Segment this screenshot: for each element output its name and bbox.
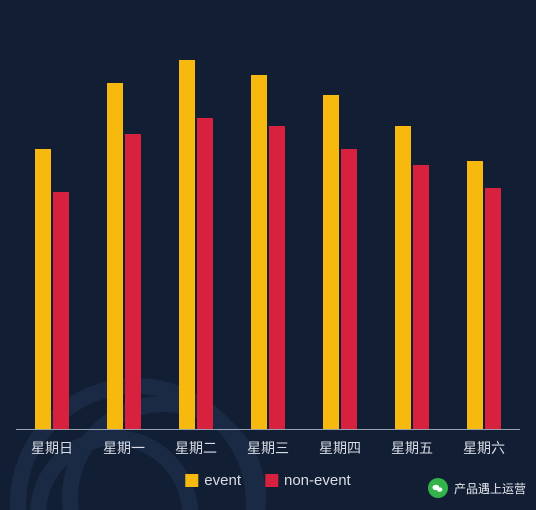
x-axis-label: 星期二 bbox=[160, 438, 232, 458]
bar-event bbox=[251, 75, 267, 430]
bar-event bbox=[35, 149, 51, 430]
x-axis-label: 星期日 bbox=[16, 438, 88, 458]
legend-item: event bbox=[185, 472, 241, 489]
x-axis-labels: 星期日星期一星期二星期三星期四星期五星期六 bbox=[16, 438, 520, 458]
wechat-icon bbox=[428, 478, 448, 498]
bar-non_event bbox=[197, 118, 213, 430]
footer-credit: 产品遇上运营 bbox=[428, 478, 526, 498]
bar-non_event bbox=[485, 188, 501, 430]
bar-event bbox=[323, 95, 339, 430]
x-axis-label: 星期一 bbox=[88, 438, 160, 458]
bar-non_event bbox=[125, 134, 141, 430]
bar-group bbox=[88, 83, 160, 430]
bar-group bbox=[304, 95, 376, 430]
bar-non_event bbox=[413, 165, 429, 430]
x-axis-label: 星期三 bbox=[232, 438, 304, 458]
bar-chart bbox=[16, 40, 520, 430]
bar-non_event bbox=[53, 192, 69, 430]
x-axis-label: 星期四 bbox=[304, 438, 376, 458]
x-axis-label: 星期六 bbox=[448, 438, 520, 458]
bar-non_event bbox=[269, 126, 285, 430]
legend-label: event bbox=[204, 472, 241, 489]
bar-group bbox=[376, 126, 448, 430]
bar-event bbox=[395, 126, 411, 430]
legend: event non-event bbox=[185, 472, 350, 489]
legend-item: non-event bbox=[265, 472, 351, 489]
legend-label: non-event bbox=[284, 472, 351, 489]
legend-swatch bbox=[265, 474, 278, 487]
legend-swatch bbox=[185, 474, 198, 487]
bar-group bbox=[232, 75, 304, 430]
bar-group bbox=[160, 60, 232, 431]
footer-credit-text: 产品遇上运营 bbox=[454, 480, 526, 497]
bar-event bbox=[179, 60, 195, 431]
bar-group bbox=[448, 161, 520, 430]
bar-non_event bbox=[341, 149, 357, 430]
bar-event bbox=[107, 83, 123, 430]
x-axis-line bbox=[16, 429, 520, 430]
chart-canvas: 星期日星期一星期二星期三星期四星期五星期六 event non-event 产品遇… bbox=[0, 0, 536, 510]
bar-group bbox=[16, 149, 88, 430]
x-axis-label: 星期五 bbox=[376, 438, 448, 458]
bar-event bbox=[467, 161, 483, 430]
